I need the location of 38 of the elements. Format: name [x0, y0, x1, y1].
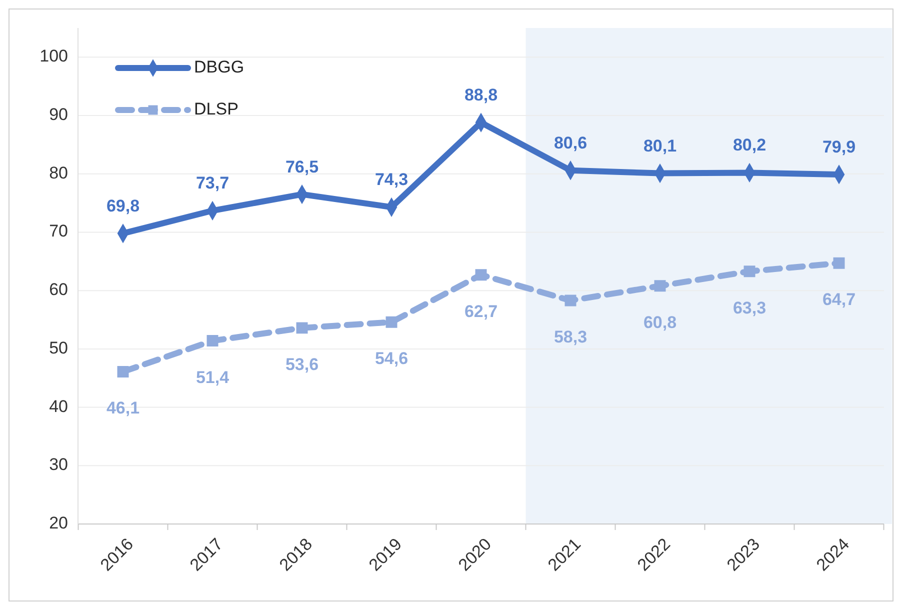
- point: [744, 266, 756, 278]
- y-tick-label: 50: [49, 338, 68, 358]
- point: [386, 316, 398, 328]
- point: [564, 294, 576, 306]
- data-label: 80,2: [732, 136, 766, 155]
- point: [833, 257, 845, 269]
- data-label: 60,8: [643, 312, 677, 332]
- data-label: 73,7: [196, 174, 230, 193]
- y-tick-label: 80: [49, 163, 68, 182]
- data-label: 79,9: [822, 137, 856, 156]
- y-tick-label: 90: [49, 105, 68, 124]
- data-label: 69,8: [106, 196, 140, 216]
- point: [296, 322, 308, 334]
- y-tick-label: 30: [49, 455, 68, 474]
- point: [117, 366, 129, 378]
- point: [475, 269, 487, 281]
- data-label: 88,8: [464, 86, 498, 105]
- point: [654, 280, 666, 292]
- data-label: 51,4: [196, 368, 230, 387]
- data-label: 63,3: [732, 298, 766, 318]
- y-tick-label: 60: [49, 280, 68, 300]
- data-label: 76,5: [285, 157, 319, 176]
- y-tick-label: 70: [49, 222, 68, 241]
- data-label: 74,3: [374, 170, 408, 190]
- y-tick-label: 100: [40, 46, 68, 66]
- y-tick-label: 20: [49, 513, 68, 532]
- data-label: 80,1: [643, 136, 677, 156]
- legend-label: DLSP: [194, 99, 238, 118]
- data-label: 54,6: [374, 349, 408, 368]
- y-tick-label: 40: [49, 396, 68, 416]
- point: [206, 335, 218, 347]
- data-label: 80,6: [554, 133, 588, 152]
- data-label: 53,6: [285, 354, 319, 374]
- legend-label: DBGG: [194, 57, 244, 76]
- data-label: 64,7: [822, 290, 856, 310]
- data-label: 62,7: [464, 302, 498, 321]
- data-label: 46,1: [106, 398, 140, 418]
- data-label: 58,3: [554, 328, 588, 347]
